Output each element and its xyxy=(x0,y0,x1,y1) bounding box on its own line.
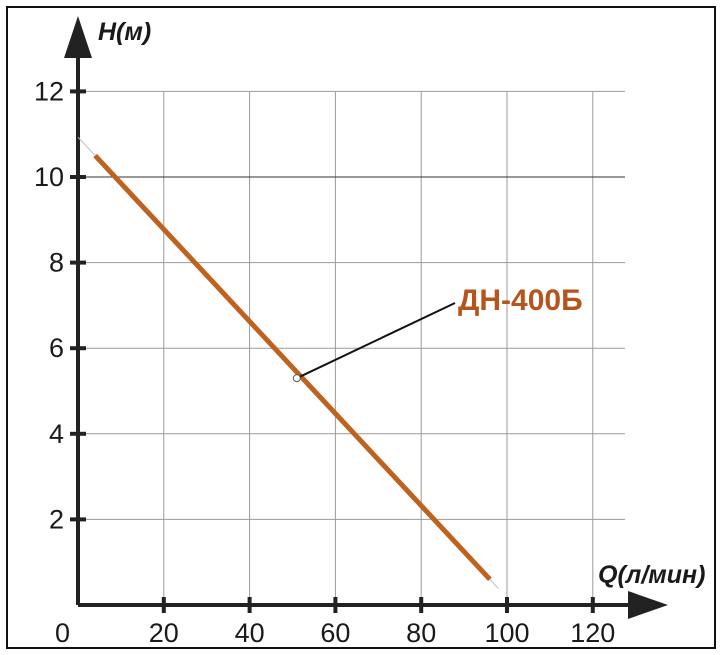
x-axis-arrow xyxy=(628,591,668,619)
y-tick-label-6: 6 xyxy=(49,333,64,363)
axes xyxy=(64,16,668,619)
x-tick-label-60: 60 xyxy=(320,618,350,648)
x-tick-label-20: 20 xyxy=(149,618,179,648)
series-line-dn-400b xyxy=(93,153,492,582)
y-axis-title: H(м) xyxy=(98,18,151,46)
y-tick-label-8: 8 xyxy=(49,248,64,278)
series-label-dn-400b: ДН-400Б xyxy=(458,284,583,317)
y-tick-label-4: 4 xyxy=(49,419,64,449)
annotation-leader-line xyxy=(296,302,456,380)
x-tick-label-100: 100 xyxy=(484,618,529,648)
labels-group: 20 40 60 80 100 120246810120Q(л/мин)H(м)ДН-40… xyxy=(34,18,706,648)
x-tick-label-80: 80 xyxy=(406,618,436,648)
grid-lines xyxy=(78,90,625,605)
series-group xyxy=(77,136,499,589)
y-axis-arrow xyxy=(64,16,92,58)
y-tick-label-10: 10 xyxy=(34,162,64,192)
x-tick-label-40: 40 xyxy=(235,618,265,648)
x-tick-label-120: 120 xyxy=(570,618,615,648)
chart-frame xyxy=(6,6,716,649)
y-tick-label-12: 12 xyxy=(34,76,64,106)
y-tick-label-2: 2 xyxy=(49,504,64,534)
annotation-marker xyxy=(292,374,301,383)
x-axis-title: Q(л/мин) xyxy=(598,561,705,589)
origin-label: 0 xyxy=(55,618,70,648)
